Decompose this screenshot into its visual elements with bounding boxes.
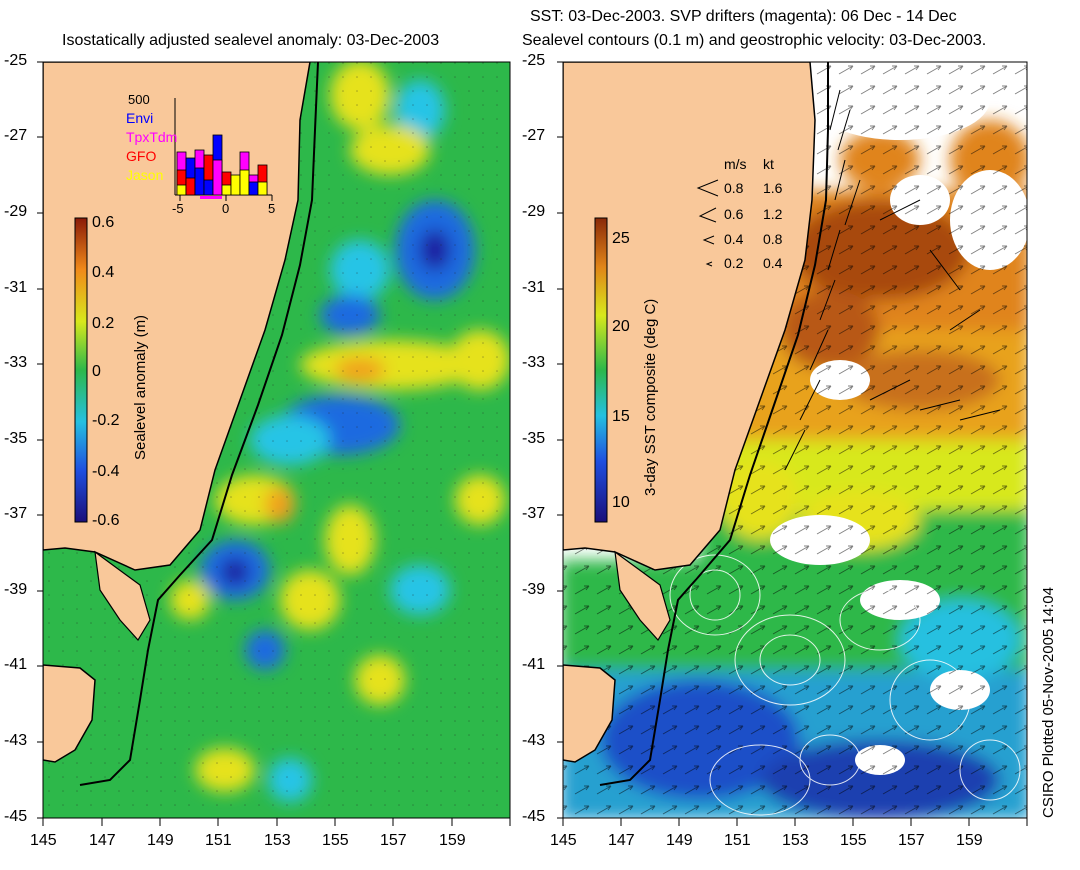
left-map-title: Isostatically adjusted sealevel anomaly:… (62, 32, 440, 49)
right-x-tick: 151 (724, 832, 751, 849)
velocity-legend-ms: 0.6 (724, 206, 744, 222)
right-x-tick: 159 (956, 832, 983, 849)
right-x-tick: 153 (782, 832, 809, 849)
sla-colorbar-tick: -0.4 (92, 463, 120, 480)
inset-legend-gfo: GFO (126, 148, 157, 164)
left-x-tick: 151 (205, 832, 232, 849)
sst-colorbar-tick: 10 (612, 494, 630, 511)
shelf-contour (79, 62, 319, 786)
sst-colorbar (594, 217, 608, 523)
right-y-tick: -39 (522, 581, 546, 598)
left-y-tick: -25 (4, 52, 28, 69)
left-y-tick: -39 (4, 581, 28, 598)
sla-colorbar-tick: 0 (92, 363, 101, 380)
sst-colorbar-tick: 25 (612, 230, 630, 247)
sla-colorbar (74, 217, 88, 523)
left-y-tick: -35 (4, 430, 28, 447)
inset-max-label: 500 (128, 92, 150, 107)
velocity-legend-header-kt: kt (763, 156, 774, 172)
inset-legend-tpxtdm: TpxTdm (126, 129, 178, 145)
right-y-tick: -37 (522, 505, 546, 522)
left-y-tick: -37 (4, 505, 28, 522)
credit-label: CSIRO Plotted 05-Nov-2005 14:04 (1040, 587, 1057, 818)
left-x-tick: 157 (380, 832, 407, 849)
left-x-tick: 153 (264, 832, 291, 849)
sst-map (563, 62, 1027, 818)
sla-colorbar-tick: 0.2 (92, 315, 115, 332)
left-y-tick: -29 (4, 203, 28, 220)
right-x-tick: 147 (608, 832, 635, 849)
sealevel-contours (669, 554, 1021, 816)
right-y-tick: -29 (522, 203, 546, 220)
right-x-tick: 145 (550, 832, 577, 849)
left-y-tick: -41 (4, 656, 28, 673)
inset-x-tick: 0 (222, 201, 230, 216)
velocity-legend-header-ms: m/s (724, 156, 747, 172)
right-x-tick: 157 (898, 832, 925, 849)
velocity-legend-kt: 1.2 (763, 206, 783, 222)
right-map-title-line2: Sealevel contours (0.1 m) and geostrophi… (522, 32, 987, 49)
sla-colorbar-tick: -0.2 (92, 412, 120, 429)
sst-colorbar-label: 3-day SST composite (deg C) (642, 298, 659, 496)
tasmania-land (43, 664, 96, 763)
sla-colorbar-tick: 0.4 (92, 264, 115, 281)
velocity-legend-kt: 0.8 (763, 231, 783, 247)
pass-histogram-inset (174, 98, 273, 201)
left-y-tick: -33 (4, 354, 28, 371)
right-y-axis (557, 61, 563, 819)
right-y-tick: -41 (522, 656, 546, 673)
inset-legend-jason: Jason (126, 167, 164, 183)
inset-legend-envi: Envi (126, 110, 154, 126)
sla-colorbar-tick: -0.6 (92, 512, 120, 529)
velocity-legend-kt: 1.6 (763, 180, 783, 196)
sla-colorbar-tick: 0.6 (92, 214, 115, 231)
velocity-legend-arrows (696, 179, 719, 267)
sea-level-anomaly-map (43, 62, 510, 818)
inset-x-tick: -5 (172, 201, 184, 216)
sst-colorbar-tick: 15 (612, 408, 630, 425)
left-y-tick: -31 (4, 279, 28, 296)
mainland-land-right (563, 62, 816, 571)
right-y-tick: -31 (522, 279, 546, 296)
right-y-tick: -27 (522, 127, 546, 144)
right-y-tick: -33 (522, 354, 546, 371)
velocity-legend-ms: 0.8 (724, 180, 744, 196)
eac-velocity-arrows (784, 89, 1001, 471)
left-y-axis (37, 61, 43, 819)
tasmania-land-right (563, 664, 616, 763)
left-y-tick: -45 (4, 808, 28, 825)
sst-colorbar-tick: 20 (612, 318, 630, 335)
left-x-tick: 159 (439, 832, 466, 849)
right-x-axis (562, 818, 1028, 826)
velocity-legend-ms: 0.2 (724, 255, 744, 271)
left-x-tick: 155 (322, 832, 349, 849)
right-y-tick: -43 (522, 732, 546, 749)
left-y-tick: -43 (4, 732, 28, 749)
right-x-tick: 155 (840, 832, 867, 849)
left-x-tick: 147 (89, 832, 116, 849)
velocity-legend-ms: 0.4 (724, 231, 744, 247)
left-x-tick: 149 (147, 832, 174, 849)
left-x-tick: 145 (30, 832, 57, 849)
right-y-tick: -25 (522, 52, 546, 69)
sla-colorbar-label: Sealevel anomaly (m) (132, 314, 149, 460)
right-y-tick: -35 (522, 430, 546, 447)
right-x-tick: 149 (666, 832, 693, 849)
right-map-title-line1: SST: 03-Dec-2003. SVP drifters (magenta)… (530, 8, 957, 25)
left-x-axis (42, 818, 511, 826)
left-y-tick: -27 (4, 127, 28, 144)
inset-x-tick: 5 (268, 201, 276, 216)
right-y-tick: -45 (522, 808, 546, 825)
velocity-legend-kt: 0.4 (763, 255, 783, 271)
